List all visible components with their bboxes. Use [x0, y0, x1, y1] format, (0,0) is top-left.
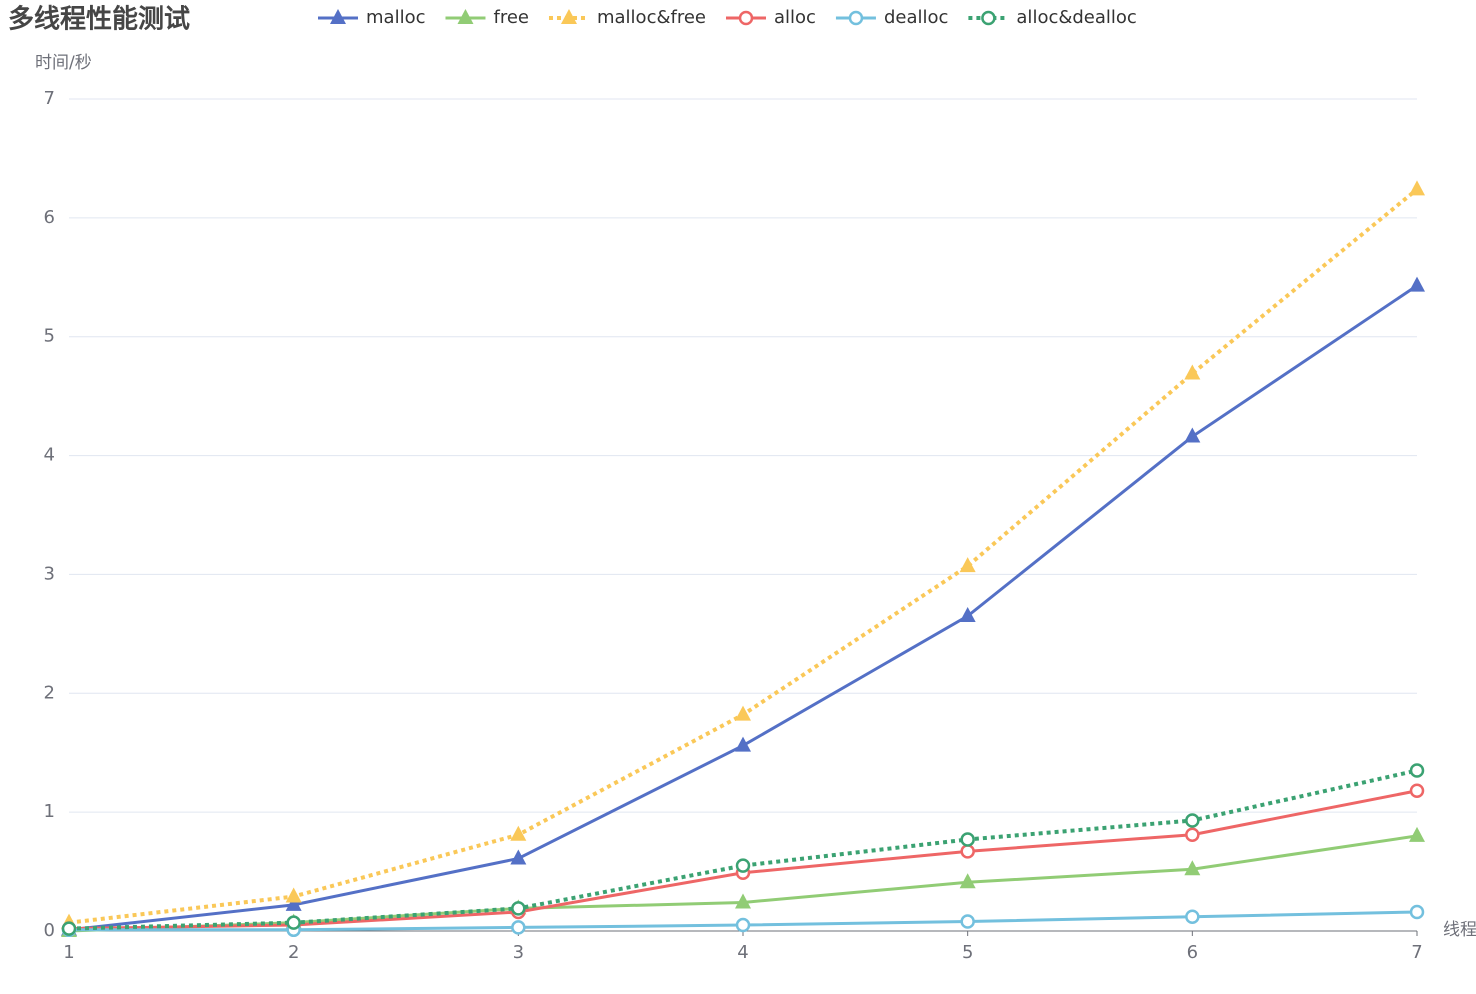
- legend-label: malloc&free: [597, 7, 706, 28]
- point: [959, 873, 976, 889]
- x-tick-label: 6: [1187, 942, 1198, 963]
- y-tick-label: 1: [44, 801, 55, 822]
- x-axis-title: 线程: [1443, 920, 1476, 940]
- point: [1185, 827, 1200, 842]
- x-tick-label: 3: [513, 942, 524, 963]
- point: [960, 832, 975, 847]
- point: [511, 901, 526, 916]
- x-tick-label: 5: [962, 942, 973, 963]
- y-tick-label: 7: [44, 88, 55, 109]
- point: [511, 920, 526, 935]
- point: [61, 921, 77, 936]
- y-tick-label: 0: [44, 920, 55, 941]
- legend-item: malloc: [318, 7, 425, 28]
- y-tick-label: 3: [44, 563, 55, 584]
- y-tick-label: 2: [44, 682, 55, 703]
- legend-item: alloc&dealloc: [968, 7, 1137, 28]
- y-tick-label: 4: [44, 445, 55, 466]
- legend-symbol: [981, 10, 996, 26]
- point: [1409, 904, 1425, 920]
- point: [1184, 427, 1201, 443]
- point: [1409, 826, 1425, 842]
- point: [510, 849, 527, 865]
- line: [68, 284, 1418, 932]
- chart-title: 多线程性能测试: [8, 4, 190, 35]
- point: [510, 825, 527, 841]
- point: [285, 895, 302, 911]
- x-tick-label: 2: [288, 942, 299, 963]
- x-tick-label: 7: [1411, 942, 1422, 963]
- legend-label: alloc&dealloc: [1016, 7, 1136, 28]
- point: [1409, 763, 1425, 778]
- point: [735, 893, 751, 909]
- point: [285, 887, 302, 903]
- series: [61, 763, 1425, 936]
- point: [1185, 909, 1200, 924]
- y-tick-label: 5: [44, 326, 55, 347]
- line: [68, 187, 1419, 925]
- point: [1409, 783, 1425, 798]
- point: [286, 915, 301, 930]
- legend-item: alloc: [726, 7, 816, 28]
- x-tick-label: 4: [737, 942, 748, 963]
- point: [960, 844, 975, 859]
- point: [1409, 180, 1425, 196]
- legend-symbol: [738, 10, 754, 26]
- point: [1184, 860, 1201, 876]
- legend-symbol: [848, 10, 864, 26]
- legend-symbol: [330, 9, 346, 24]
- legend-symbol: [457, 9, 474, 24]
- legend-item: free: [445, 7, 529, 28]
- series: [61, 180, 1425, 929]
- point: [959, 607, 976, 623]
- point: [735, 736, 751, 752]
- legend-label: malloc: [366, 7, 425, 28]
- point: [960, 914, 975, 929]
- point: [1409, 276, 1425, 292]
- point: [1185, 813, 1200, 828]
- y-axis-title: 时间/秒: [35, 53, 92, 73]
- legend-label: free: [493, 7, 529, 28]
- point: [735, 705, 751, 721]
- legend-label: alloc: [774, 7, 816, 28]
- point: [735, 858, 751, 873]
- series: [61, 276, 1425, 936]
- point: [959, 557, 976, 573]
- legend-symbol: [560, 9, 577, 24]
- point: [735, 917, 751, 933]
- y-tick-label: 6: [44, 207, 55, 228]
- x-tick-label: 1: [63, 942, 74, 963]
- legend-item: dealloc: [835, 7, 948, 28]
- legend-label: dealloc: [884, 7, 948, 28]
- legend-item: malloc&free: [548, 7, 706, 28]
- point: [1184, 364, 1201, 380]
